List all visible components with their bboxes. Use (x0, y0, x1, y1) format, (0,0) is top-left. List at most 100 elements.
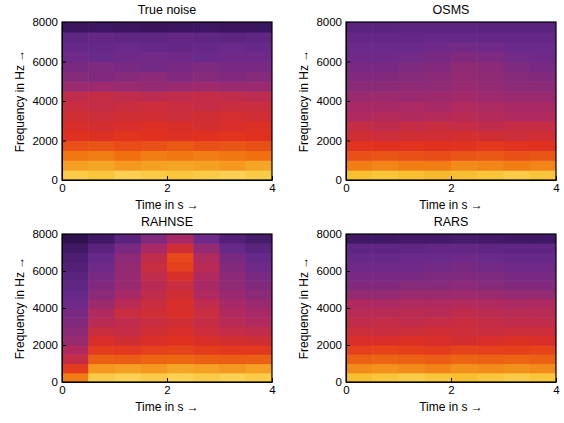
heatmap-cell (504, 22, 531, 32)
heatmap-cell (477, 299, 504, 309)
y-axis: 02000400060008000 (32, 228, 66, 388)
heatmap-cell (504, 111, 531, 121)
heatmap-cell (346, 364, 373, 374)
heatmap-cell (399, 150, 426, 160)
heatmap-cell (425, 327, 452, 337)
heatmap-cell (115, 62, 142, 72)
tick-mark (346, 345, 350, 346)
heatmap-cell (167, 170, 194, 180)
heatmap-cell (246, 91, 272, 101)
heatmap-cell (246, 345, 272, 355)
heatmap-cell (115, 234, 142, 244)
heatmap-cell (115, 91, 142, 101)
tick-label: 6000 (316, 56, 342, 68)
heatmap-cell (193, 345, 220, 355)
tick: 8000 (32, 16, 66, 28)
heatmap-cell (88, 373, 115, 382)
heatmap-cell (115, 373, 142, 382)
heatmap-cell (425, 71, 452, 81)
heatmap-cell (372, 42, 399, 52)
heatmap-cell (425, 271, 452, 281)
heatmap-cell (62, 111, 89, 121)
heatmap-cell (477, 121, 504, 131)
tick-label: 4000 (32, 302, 58, 314)
heatmap-cell (167, 91, 194, 101)
panel: 02402000400060008000True noiseTime in s … (13, 3, 276, 212)
heatmap-cell (193, 327, 220, 337)
heatmap-cell (530, 373, 556, 382)
tick-label: 2 (448, 182, 454, 194)
heatmap-cell (115, 111, 142, 121)
y-axis: 02000400060008000 (316, 16, 350, 186)
heatmap-cell (88, 131, 115, 141)
heatmap-cell (346, 101, 373, 111)
tick-label: 4000 (32, 95, 58, 107)
heatmap-cell (115, 131, 142, 141)
heatmap-cell (141, 364, 168, 374)
heatmap-cell (504, 101, 531, 111)
heatmap-cell (346, 71, 373, 81)
heatmap-cell (372, 308, 399, 318)
heatmap-cell (193, 234, 220, 244)
heatmap-cell (62, 308, 89, 318)
heatmap-cell (346, 317, 373, 327)
tick: 2 (448, 176, 454, 194)
tick: 6000 (316, 265, 350, 277)
tick-mark (346, 101, 350, 102)
heatmap-cell (115, 327, 142, 337)
tick: 8000 (32, 228, 66, 240)
heatmap-cell (115, 243, 142, 253)
heatmap-cell (62, 71, 89, 81)
heatmap-cell (477, 280, 504, 290)
heatmap-cell (88, 150, 115, 160)
heatmap-cell (399, 345, 426, 355)
heatmap-cell (372, 170, 399, 180)
heatmap-cell (115, 71, 142, 81)
heatmap-cell (504, 32, 531, 42)
heatmap-cell (62, 52, 89, 62)
heatmap-cell (477, 271, 504, 281)
tick-label: 6000 (316, 265, 342, 277)
heatmap-cell (167, 111, 194, 121)
heatmap-cell (167, 262, 194, 272)
heatmap-cell (372, 317, 399, 327)
heatmap-cell (220, 280, 247, 290)
heatmap-cell (372, 81, 399, 91)
heatmap-cell (372, 22, 399, 32)
heatmap-cell (141, 160, 168, 170)
tick-label: 6000 (32, 265, 58, 277)
heatmap-cell (451, 62, 478, 72)
heatmap-cell (530, 354, 556, 364)
heatmap-cell (504, 243, 531, 253)
tick-mark (556, 378, 557, 382)
heatmap-cell (246, 317, 272, 327)
plot-frame (62, 22, 272, 180)
tick-mark (346, 234, 350, 235)
panel: 02402000400060008000OSMSTime in s →Frequ… (297, 3, 560, 212)
heatmap-cell (246, 42, 272, 52)
heatmap-cell (167, 243, 194, 253)
heatmap-cell (504, 160, 531, 170)
heatmap-cell (88, 262, 115, 272)
heatmap-cell (88, 317, 115, 327)
heatmap-cell (62, 243, 89, 253)
heatmap-cell (167, 327, 194, 337)
tick: 0 (52, 376, 66, 388)
tick-label: 8000 (32, 16, 58, 28)
heatmap-cell (425, 364, 452, 374)
heatmap-cell (62, 101, 89, 111)
heatmap-cell (141, 71, 168, 81)
heatmap-cell (115, 262, 142, 272)
heatmap-cell (346, 62, 373, 72)
heatmap-cell (504, 141, 531, 151)
panel-title: OSMS (433, 3, 470, 17)
heatmap-cell (246, 141, 272, 151)
heatmap-cell (246, 336, 272, 346)
heatmap-cell (504, 290, 531, 300)
x-axis: 024 (59, 378, 276, 396)
heatmap-cell (141, 354, 168, 364)
heatmap-cell (88, 308, 115, 318)
heatmap-cell (141, 253, 168, 263)
heatmap-cell (530, 131, 556, 141)
tick-label: 2000 (32, 135, 58, 147)
